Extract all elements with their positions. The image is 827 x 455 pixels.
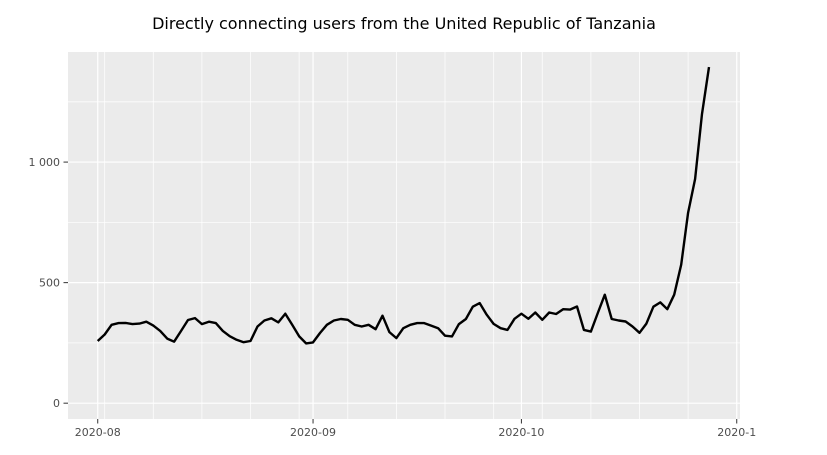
plot-panel [68,52,740,419]
x-tick-label: 2020-10 [498,426,544,439]
y-tick-label: 1 000 [29,156,61,169]
y-tick-label: 500 [39,276,60,289]
chart-title: Directly connecting users from the Unite… [152,14,656,33]
x-tick-label: 2020-09 [290,426,336,439]
data-line [96,66,711,345]
y-tick-label: 0 [53,397,60,410]
x-tick-label: 2020-08 [75,426,121,439]
x-tick-label: 2020-1 [717,426,756,439]
